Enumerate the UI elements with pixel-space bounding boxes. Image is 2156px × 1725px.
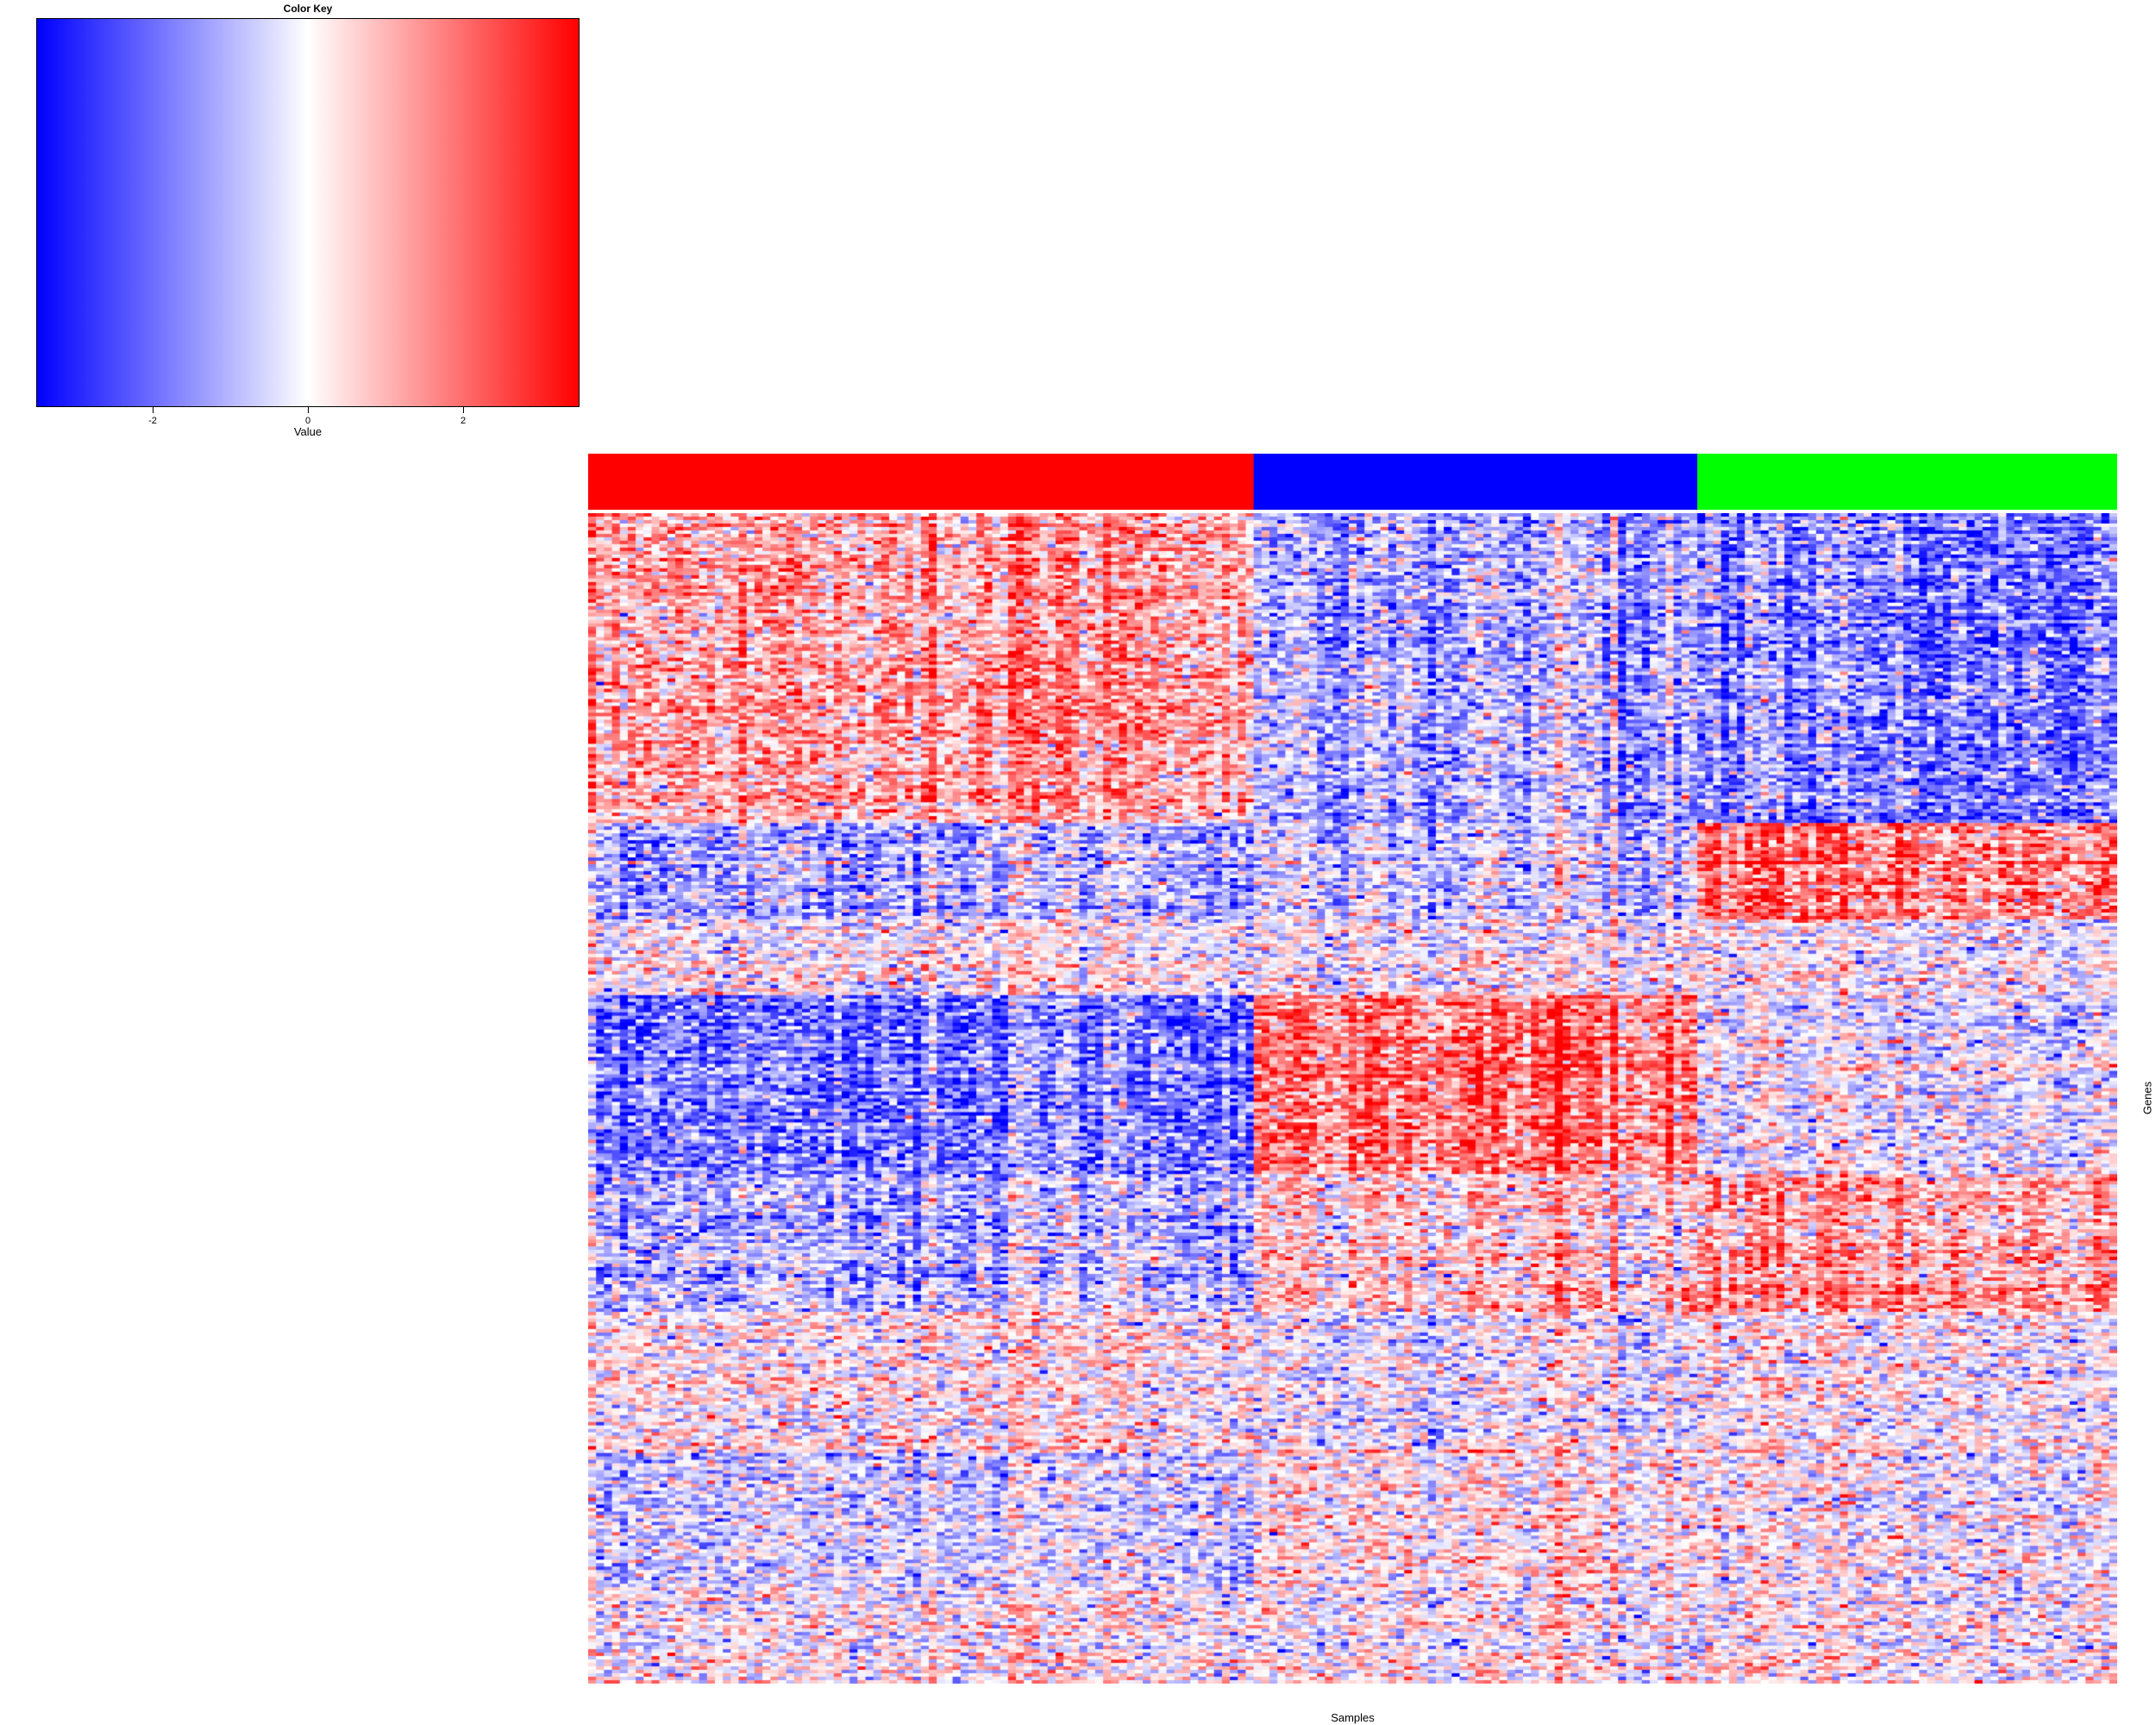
color-key-tick-label: 0 — [304, 416, 311, 426]
sample-group-segment — [588, 454, 1255, 510]
color-key-axis-label: Value — [293, 425, 323, 438]
x-axis-label: Samples — [1331, 1711, 1375, 1724]
color-key-title: Color Key — [283, 3, 333, 15]
column-group-bar — [588, 454, 2117, 510]
color-key-gradient — [36, 18, 580, 407]
color-key-tick — [463, 407, 464, 413]
heatmap-matrix — [588, 513, 2117, 1684]
y-axis-label: Genes — [2140, 1081, 2154, 1115]
color-key-tick — [308, 407, 309, 413]
sample-group-segment — [1697, 454, 2117, 510]
color-key-tick — [153, 407, 154, 413]
color-key-tick-label: -2 — [148, 416, 157, 426]
sample-group-segment — [1253, 454, 1698, 510]
color-key-tick-label: 2 — [460, 416, 467, 426]
